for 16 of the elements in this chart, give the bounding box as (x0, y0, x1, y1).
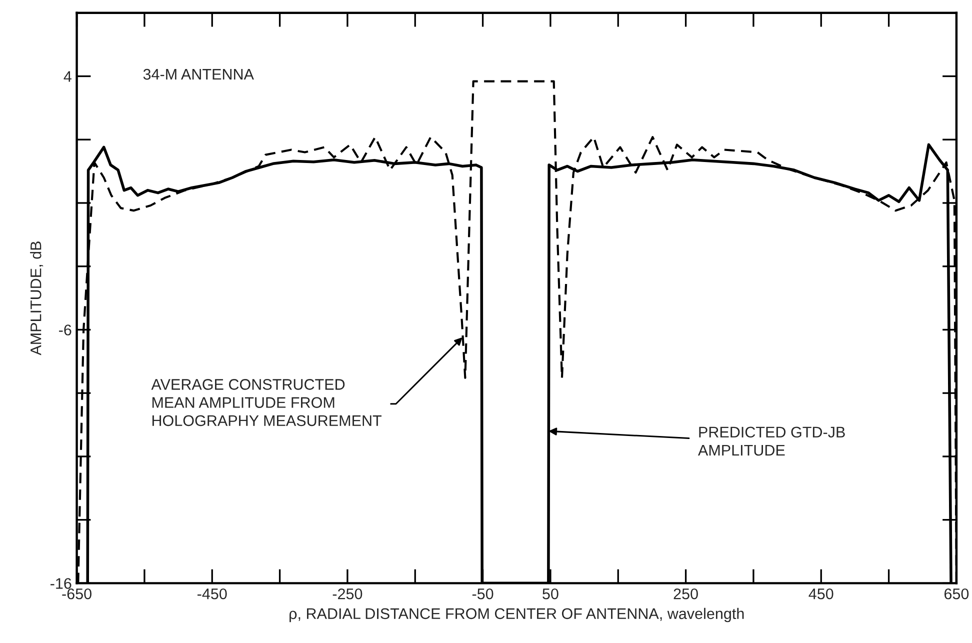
x-tick-label: -450 (198, 588, 227, 600)
annotation: AVERAGE CONSTRUCTED MEAN AMPLITUDE FROM HOLOGRAPHY MEASUREMENT (151, 379, 382, 426)
x-tick-label: -650 (62, 588, 92, 600)
y-tick-label: -16 (50, 578, 72, 589)
x-tick-label: 650 (944, 588, 969, 600)
y-tick-label: -6 (59, 324, 72, 336)
x-tick-label: -250 (332, 588, 362, 600)
y-axis-title: AMPLITUDE, dB (30, 242, 44, 356)
annotation: PREDICTED GTD-JB AMPLITUDE (698, 426, 845, 456)
x-tick-label: 250 (674, 588, 698, 600)
annotation: 34-M ANTENNA (143, 68, 254, 80)
x-tick-label: -50 (472, 588, 494, 600)
x-tick-label: 450 (808, 588, 834, 600)
x-axis-title: ρ, RADIAL DISTANCE FROM CENTER OF ANTENNA, wavelength (290, 608, 744, 622)
y-tick-label: 4 (64, 71, 72, 82)
x-tick-label: 50 (542, 588, 558, 600)
